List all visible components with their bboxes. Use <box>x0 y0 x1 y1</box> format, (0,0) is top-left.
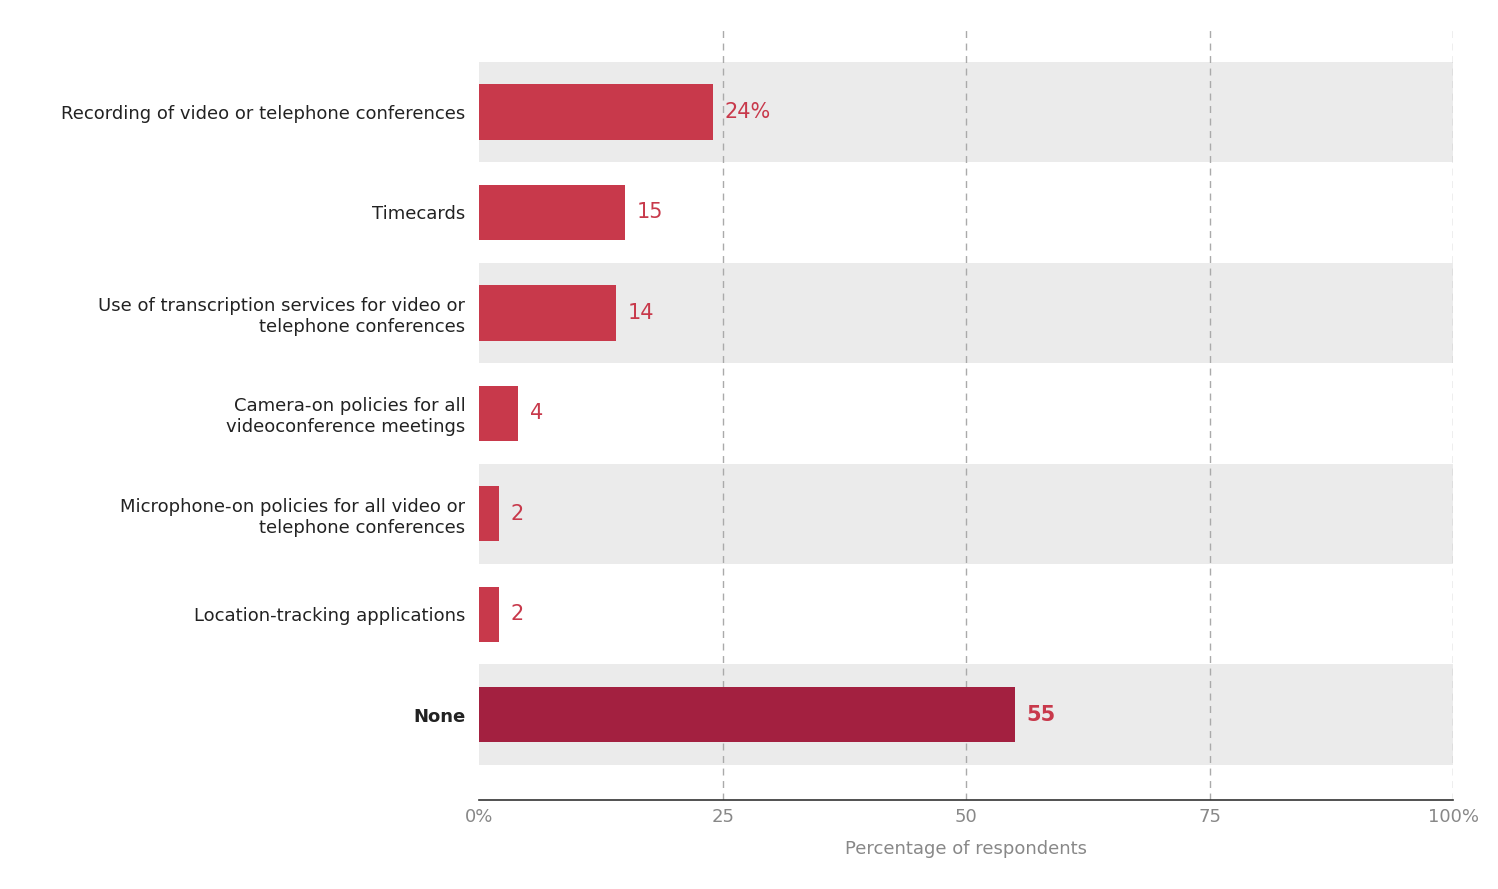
Bar <box>479 163 1453 263</box>
Text: 24%: 24% <box>725 102 771 122</box>
Bar <box>479 185 626 240</box>
Bar <box>479 84 713 140</box>
Bar <box>479 364 1453 463</box>
Bar <box>479 463 1453 564</box>
X-axis label: Percentage of respondents: Percentage of respondents <box>845 840 1088 858</box>
Bar <box>479 687 1016 742</box>
Bar <box>479 587 499 642</box>
Bar <box>479 285 616 340</box>
Text: 2: 2 <box>511 504 524 524</box>
Text: 55: 55 <box>1026 705 1056 725</box>
Bar <box>479 486 499 541</box>
Text: 15: 15 <box>637 203 664 222</box>
Bar <box>479 263 1453 364</box>
Bar <box>479 564 1453 664</box>
Bar <box>479 664 1453 765</box>
Bar <box>479 62 1453 163</box>
Text: 2: 2 <box>511 605 524 624</box>
Text: 4: 4 <box>530 404 544 423</box>
Bar <box>479 386 518 441</box>
Text: 14: 14 <box>628 303 653 323</box>
